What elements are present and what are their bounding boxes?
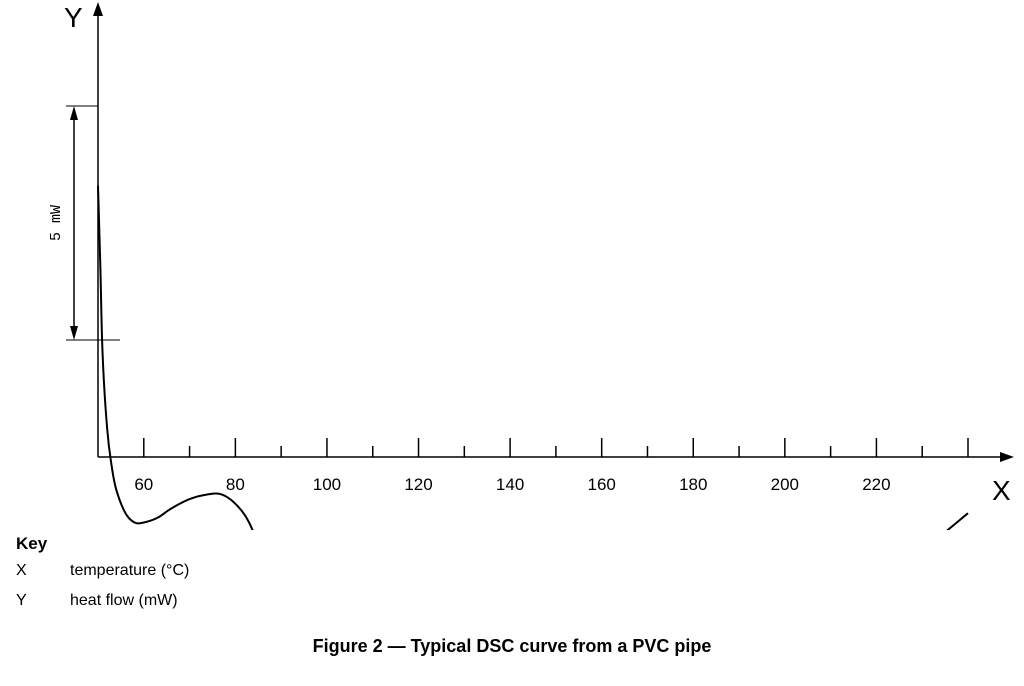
- x-ticks: [143, 438, 969, 457]
- x-tick-label: 220: [862, 475, 890, 494]
- x-tick-label: 120: [404, 475, 432, 494]
- axes: [93, 2, 1014, 462]
- dsc-curve: [97, 185, 969, 530]
- figure-caption: Figure 2 — Typical DSC curve from a PVC …: [312, 636, 712, 656]
- x-tick-label: 80: [226, 475, 245, 494]
- key-label-y: heat flow (mW): [70, 592, 178, 609]
- x-tick-labels: 60 80 100 120 140 160 180 200 220: [134, 475, 890, 494]
- scale-bar-arrow-up-icon: [70, 106, 78, 120]
- key-title: Key: [16, 534, 48, 553]
- x-tick-label: 160: [587, 475, 615, 494]
- scale-bar-arrow-down-icon: [70, 326, 78, 340]
- curve-group: [97, 185, 969, 530]
- scale-bar: 5 mW: [48, 105, 120, 341]
- x-axis-arrow-icon: [1000, 452, 1014, 462]
- scale-bar-label: 5 mW: [48, 205, 65, 241]
- y-axis-arrow-icon: [93, 2, 103, 16]
- x-tick-label: 100: [313, 475, 341, 494]
- key-symbol-y: Y: [16, 592, 27, 609]
- x-axis-letter: X: [992, 475, 1011, 506]
- x-tick-label: 180: [679, 475, 707, 494]
- key-symbol-x: X: [16, 562, 27, 579]
- key-label-x: temperature (°C): [70, 562, 190, 579]
- dsc-chart: 60 80 100 120 140 160 180 200 220 5 mW X Y: [48, 2, 1014, 530]
- x-tick-label: 140: [496, 475, 524, 494]
- y-axis-letter: Y: [64, 2, 83, 33]
- x-tick-label: 60: [134, 475, 153, 494]
- x-tick-label: 200: [771, 475, 799, 494]
